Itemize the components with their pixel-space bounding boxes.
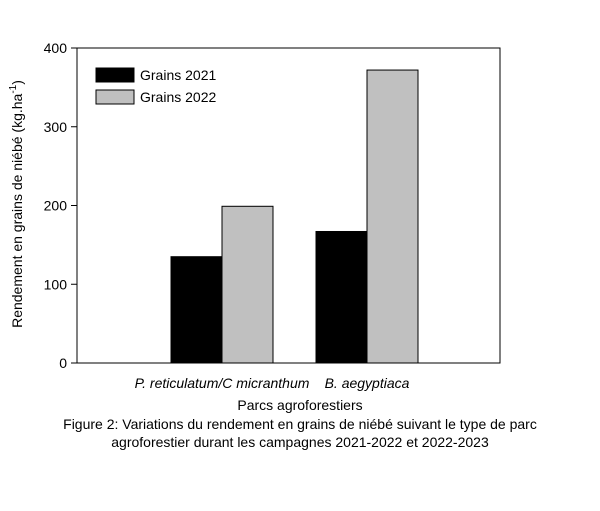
- bar-2-2: [366, 69, 419, 364]
- y-tick-label: 300: [44, 119, 68, 135]
- x-tick-label: P. reticulatum/C micranthum: [135, 375, 310, 391]
- y-axis-ticks: 0 100 200 300 400: [44, 40, 77, 371]
- figure-caption-line-1: Figure 2: Variations du rendement en gra…: [63, 416, 537, 432]
- y-axis-label-main: Rendement en grains de niébé (kg.ha: [9, 93, 25, 327]
- x-tick-label: B. aegyptiaca: [325, 375, 410, 391]
- legend-label: Grains 2021: [140, 67, 216, 83]
- y-axis-label-end: ): [9, 80, 25, 85]
- bars: [170, 69, 419, 364]
- x-axis-tick-labels: P. reticulatum/C micranthum B. aegyptiaca: [135, 375, 410, 391]
- figure-caption-line-2: agroforestier durant les campagnes 2021-…: [111, 434, 489, 450]
- legend-label: Grains 2022: [140, 89, 216, 105]
- bar-1-1: [170, 256, 223, 364]
- y-tick-label: 100: [44, 276, 68, 292]
- y-tick-label: 400: [44, 40, 68, 56]
- plot-frame: [76, 47, 501, 364]
- legend-swatch: [95, 67, 135, 83]
- legend: Grains 2021 Grains 2022: [95, 67, 216, 105]
- y-axis-label-sup: -1: [8, 84, 19, 93]
- y-tick-label: 200: [44, 198, 68, 214]
- bar-chart: Rendement en grains de niébé (kg.ha-1) 0…: [8, 40, 501, 391]
- legend-swatch: [95, 89, 135, 105]
- x-axis-label: Parcs agroforestiers: [237, 397, 363, 413]
- bar-2-1: [221, 205, 274, 364]
- bar-1-2: [315, 230, 368, 364]
- y-axis-label: Rendement en grains de niébé (kg.ha-1): [8, 80, 25, 328]
- y-tick-label: 0: [59, 355, 67, 371]
